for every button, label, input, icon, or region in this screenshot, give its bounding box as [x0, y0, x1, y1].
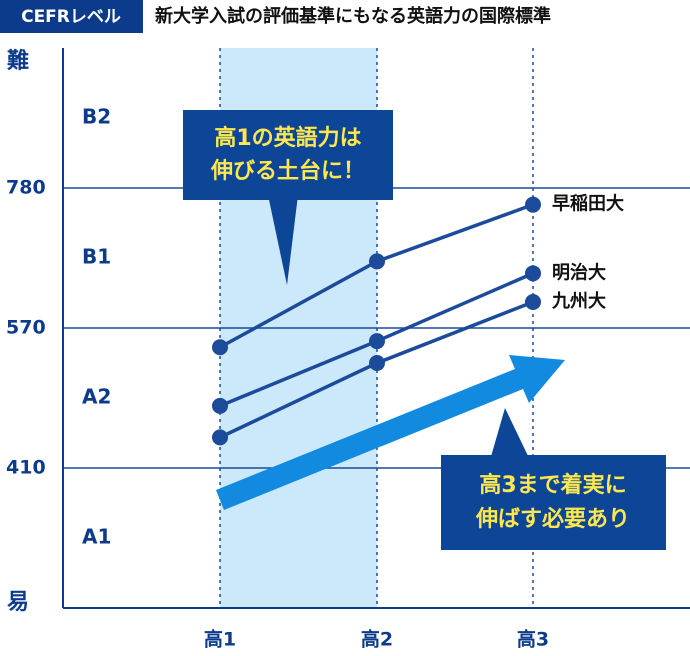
data-point — [369, 253, 385, 270]
band-label: A2 — [82, 385, 111, 409]
band-label: B1 — [82, 245, 111, 269]
y-tick-label: 780 — [6, 177, 46, 199]
band-label: B2 — [82, 105, 111, 129]
data-point — [525, 265, 541, 282]
callout-pointer — [490, 408, 530, 460]
callout-text: 伸ばす必要あり — [475, 506, 630, 532]
x-tick-label: 高2 — [361, 628, 393, 651]
axis-top-label: 難 — [7, 48, 29, 74]
data-point — [525, 196, 541, 213]
callout-text: 高1の英語力は — [214, 125, 361, 151]
badge: CEFRレベル — [21, 7, 121, 27]
data-point — [212, 397, 228, 414]
callout-box — [183, 110, 393, 200]
callout-box — [441, 455, 666, 550]
y-tick-label: 410 — [6, 457, 46, 479]
series-label: 早稲田大 — [552, 193, 624, 215]
axis-bottom-label: 易 — [7, 590, 29, 615]
x-tick-label: 高3 — [517, 628, 549, 651]
series-label: 九州大 — [551, 290, 606, 312]
y-tick-label: 570 — [6, 317, 46, 339]
data-point — [212, 429, 228, 446]
callout-pointer — [268, 195, 298, 285]
callout-text: 高3まで着実に — [479, 472, 626, 498]
band-label: A1 — [82, 525, 111, 549]
series-label: 明治大 — [552, 261, 606, 283]
callout-text: 伸びる土台に！ — [210, 158, 365, 184]
progress-arrow — [216, 355, 565, 510]
data-point — [369, 355, 385, 371]
badge-bg — [0, 0, 143, 33]
header-title: 新大学入試の評価基準にもなる英語力の国際標準 — [155, 5, 551, 27]
data-point — [525, 294, 541, 310]
data-point — [369, 333, 385, 350]
data-point — [212, 339, 228, 356]
x-tick-label: 高1 — [204, 628, 236, 651]
